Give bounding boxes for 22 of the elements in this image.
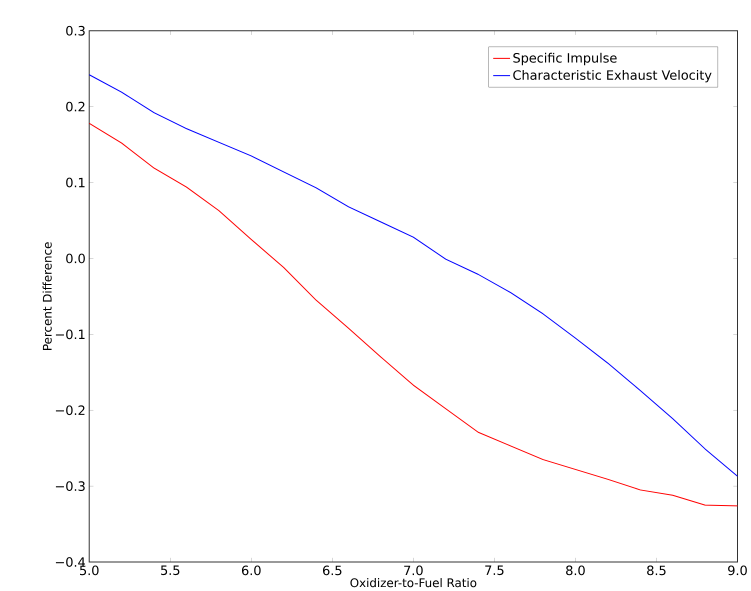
x-tick-label: 7.5 (485, 566, 504, 576)
y-tick-label: −0.2 (56, 406, 84, 416)
y-tick-label: −0.1 (56, 330, 85, 340)
y-tick-label: 0.3 (66, 26, 85, 36)
y-axis-title: Percent Difference (42, 242, 52, 350)
line-series (89, 123, 738, 507)
x-tick-label: 6.5 (323, 566, 342, 576)
y-tick-label: −0.4 (56, 557, 86, 568)
x-tick-label: 7.0 (404, 566, 423, 576)
y-tick-label: −0.3 (56, 482, 85, 492)
y-tick-label: 0.1 (66, 178, 85, 188)
x-axis-title: Oxidizer-to-Fuel Ratio (350, 578, 476, 588)
y-tick-label: 0.2 (66, 102, 84, 112)
legend-label: Specific Impulse (513, 53, 617, 66)
x-tick-label: 9.0 (728, 566, 747, 576)
x-tick-label: 8.0 (566, 566, 585, 576)
x-tick-label: 8.5 (647, 566, 666, 576)
legend-label: Characteristic Exhaust Velocity (513, 70, 712, 83)
x-tick-label: 6.0 (242, 566, 261, 576)
x-tick-label: 5.0 (80, 566, 99, 576)
x-tick-label: 5.5 (161, 566, 180, 576)
y-tick-label: 0.0 (66, 254, 85, 264)
